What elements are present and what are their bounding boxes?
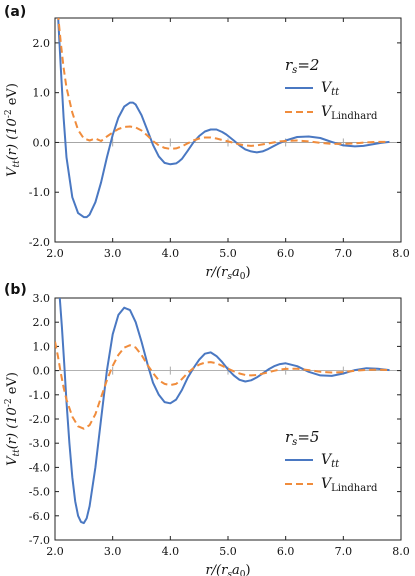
y-tick-label: -5.0 <box>29 486 50 499</box>
y-tick-label: -3.0 <box>29 437 50 450</box>
x-tick-label: 5.0 <box>219 545 237 558</box>
series-line-vtt <box>57 18 390 219</box>
y-tick-label: 0.0 <box>33 365 51 378</box>
panel-label: (b) <box>4 282 27 298</box>
y-axis-label: Vtt(r) (10-2 eV) <box>4 83 22 177</box>
legend-param: rs=5 <box>285 428 319 448</box>
legend-label-vtt: Vtt <box>321 80 340 98</box>
legend-label-vtt: Vtt <box>321 452 340 470</box>
x-tick-label: 6.0 <box>277 545 295 558</box>
x-tick-label: 3.0 <box>104 545 122 558</box>
series-line-lindhard <box>57 18 390 150</box>
y-tick-label: -4.0 <box>29 461 50 474</box>
plot-frame <box>54 297 402 541</box>
series-line-vtt <box>58 298 390 525</box>
series-line-lindhard <box>55 341 390 430</box>
x-tick-label: 8.0 <box>392 545 410 558</box>
y-axis-label: Vtt(r) (10-2 eV) <box>4 372 22 466</box>
y-tick-label: -2.0 <box>29 236 50 249</box>
legend-label-lindhard: VLindhard <box>321 476 378 494</box>
panel-b: (b) 2.0 3.0 4.0 5.0 6.0 7.0 8.0 -7.0 -6.0 -5.0 -4.0… <box>4 282 410 576</box>
x-tick-label: 7.0 <box>335 247 353 260</box>
x-tick-label: 3.0 <box>104 247 122 260</box>
y-tick-label: 2.0 <box>33 37 51 50</box>
x-tick-label: 4.0 <box>162 545 180 558</box>
x-tick-label: 8.0 <box>392 247 410 260</box>
y-tick-label: 3.0 <box>33 292 51 305</box>
panel-label: (a) <box>4 4 26 20</box>
legend-label-lindhard: VLindhard <box>321 104 378 122</box>
y-tick-label: -7.0 <box>29 534 50 547</box>
y-tick-label: -6.0 <box>29 510 50 523</box>
x-tick-label: 4.0 <box>162 247 180 260</box>
panel-a: (a) 2.0 3.0 4.0 5.0 6.0 7.0 8.0 -2.0 -1.0 0.0 1.0 2.… <box>4 4 410 282</box>
x-axis-label: r/(rsa0) <box>205 563 250 576</box>
y-tick-label: -1.0 <box>29 186 50 199</box>
x-tick-label: 2.0 <box>46 545 64 558</box>
y-tick-label: -1.0 <box>29 389 50 402</box>
y-tick-label: 1.0 <box>33 87 51 100</box>
x-tick-label: 2.0 <box>46 247 64 260</box>
y-tick-label: 0.0 <box>33 136 51 149</box>
x-tick-label: 6.0 <box>277 247 295 260</box>
x-tick-label: 7.0 <box>335 545 353 558</box>
legend-param: rs=2 <box>285 56 319 76</box>
y-tick-label: -2.0 <box>29 413 50 426</box>
x-tick-label: 5.0 <box>219 247 237 260</box>
y-tick-label: 2.0 <box>33 316 51 329</box>
x-axis-label: r/(rsa0) <box>205 265 250 282</box>
y-tick-label: 1.0 <box>33 340 51 353</box>
plot-frame <box>54 17 402 243</box>
